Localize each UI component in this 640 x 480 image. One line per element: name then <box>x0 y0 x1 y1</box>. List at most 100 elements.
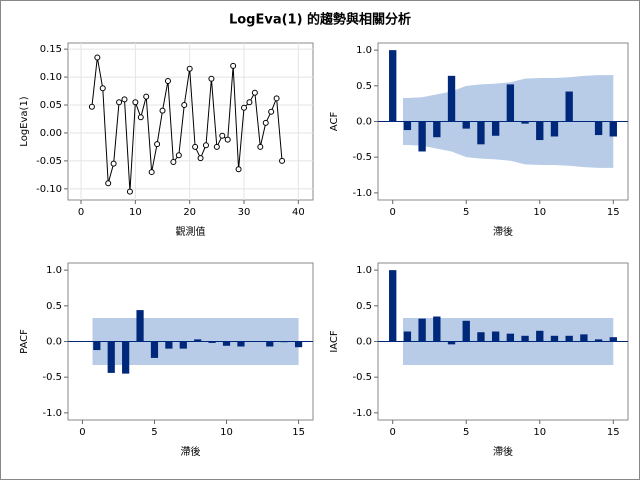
x-axis-label: 滯後 <box>181 445 201 458</box>
y-axis-label: ACF <box>329 112 340 132</box>
x-tick-label: 10 <box>220 427 233 438</box>
point <box>154 141 161 148</box>
y-tick-label: 0.00 <box>40 128 62 139</box>
point <box>208 75 215 82</box>
bar <box>491 331 500 342</box>
y-tick-label: -0.10 <box>36 184 62 195</box>
x-tick-label: 0 <box>390 427 396 438</box>
bar <box>165 341 173 349</box>
bar <box>403 121 412 131</box>
bar <box>418 121 426 152</box>
x-tick-label: 15 <box>607 427 620 438</box>
y-tick-label: 0.0 <box>356 117 372 128</box>
point <box>251 89 258 96</box>
bar <box>266 341 274 347</box>
y-tick-label: -0.5 <box>352 152 372 163</box>
bar <box>491 121 500 136</box>
point <box>197 155 204 162</box>
bar <box>150 341 159 358</box>
x-axis-label: 觀測值 <box>176 225 206 238</box>
bar <box>107 341 115 373</box>
bar <box>122 341 130 374</box>
x-axis-label: 滯後 <box>493 445 513 458</box>
y-tick-label: 0.15 <box>40 44 62 55</box>
y-axis-label: LogEva(1) <box>19 96 30 146</box>
figure-title: LogEva(1) 的趨勢與相關分析 <box>229 12 411 28</box>
point <box>116 99 123 106</box>
bar <box>536 330 544 342</box>
y-tick-label: 0.5 <box>356 81 372 92</box>
bar <box>208 341 216 343</box>
point <box>143 93 150 100</box>
y-tick-label: 0.05 <box>40 100 62 111</box>
y-tick-label: 1.0 <box>356 265 372 276</box>
point <box>246 99 253 106</box>
x-tick-label: 10 <box>533 207 546 218</box>
bar <box>609 121 617 137</box>
point <box>213 143 220 150</box>
x-tick-label: 30 <box>238 207 251 218</box>
bar <box>462 121 470 129</box>
x-axis-label: 滯後 <box>493 225 513 238</box>
y-tick-label: -1.0 <box>42 408 62 419</box>
x-tick-label: 10 <box>533 427 546 438</box>
y-tick-label: -0.5 <box>352 372 372 383</box>
bar <box>179 341 187 349</box>
point <box>235 166 242 173</box>
point <box>181 102 188 109</box>
point <box>105 180 112 187</box>
x-tick-label: 15 <box>292 427 305 438</box>
point <box>262 119 269 126</box>
bar <box>550 121 559 137</box>
bar <box>433 316 441 342</box>
bar <box>389 270 397 342</box>
point <box>110 160 117 167</box>
point <box>94 54 101 61</box>
point <box>99 85 106 92</box>
bar <box>521 335 529 342</box>
y-tick-label: -1.0 <box>352 408 372 419</box>
point <box>257 143 264 150</box>
point <box>186 65 193 72</box>
y-tick-label: 0.5 <box>46 301 62 312</box>
point <box>279 157 286 164</box>
y-axis-label: IACF <box>329 330 340 353</box>
bar <box>536 121 544 141</box>
y-tick-label: 1.0 <box>46 265 62 276</box>
point <box>164 77 171 84</box>
bar <box>280 341 288 343</box>
bar <box>222 341 231 346</box>
y-tick-label: 0.10 <box>40 72 62 83</box>
x-tick-label: 10 <box>129 207 142 218</box>
x-tick-label: 0 <box>390 207 396 218</box>
bar <box>93 341 101 351</box>
x-tick-label: 40 <box>292 207 305 218</box>
bar <box>506 84 515 122</box>
point <box>132 99 139 106</box>
x-tick-label: 20 <box>183 207 196 218</box>
y-tick-label: 1.0 <box>356 45 372 56</box>
point <box>224 136 231 143</box>
point <box>137 114 144 121</box>
point <box>192 143 199 150</box>
bar <box>565 91 573 122</box>
point <box>268 108 275 115</box>
point <box>219 132 226 139</box>
point <box>170 159 177 166</box>
point <box>202 142 209 149</box>
x-tick-label: 15 <box>607 207 620 218</box>
bar <box>477 121 485 145</box>
point <box>273 95 280 102</box>
bar <box>403 331 412 342</box>
y-tick-label: 0.0 <box>46 337 62 348</box>
bar <box>194 339 202 342</box>
y-tick-label: -0.05 <box>36 156 62 167</box>
point <box>159 107 166 114</box>
bar <box>237 341 245 347</box>
point <box>241 104 248 111</box>
bar <box>294 341 303 348</box>
bar <box>447 341 456 345</box>
bar <box>418 318 426 342</box>
point <box>121 96 128 103</box>
x-tick-label: 5 <box>463 427 469 438</box>
